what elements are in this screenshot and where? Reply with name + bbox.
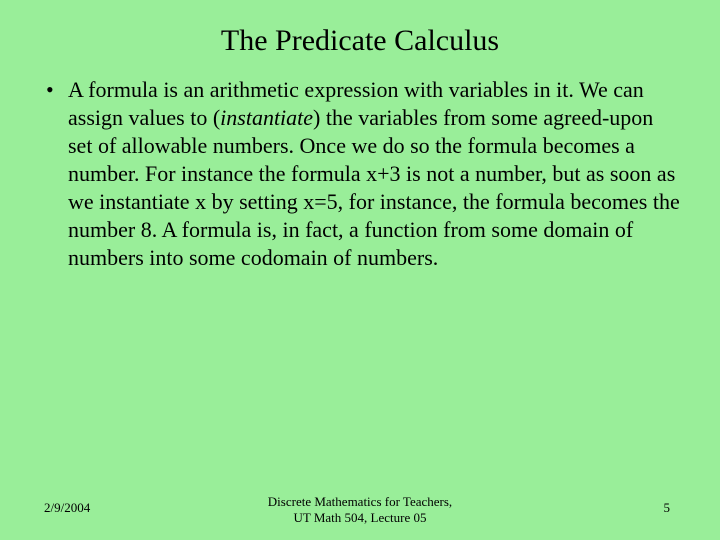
footer-page-number: 5 xyxy=(664,500,671,516)
bullet-text: A formula is an arithmetic expression wi… xyxy=(68,76,682,272)
text-segment-italic: instantiate xyxy=(220,105,313,130)
slide-body: • A formula is an arithmetic expression … xyxy=(0,76,720,272)
footer-center-line2: UT Math 504, Lecture 05 xyxy=(294,510,427,525)
bullet-marker: • xyxy=(44,76,68,104)
slide: The Predicate Calculus • A formula is an… xyxy=(0,0,720,540)
footer-center: Discrete Mathematics for Teachers, UT Ma… xyxy=(0,494,720,526)
footer-center-line1: Discrete Mathematics for Teachers, xyxy=(268,494,452,509)
bullet-item: • A formula is an arithmetic expression … xyxy=(44,76,682,272)
slide-title: The Predicate Calculus xyxy=(0,0,720,76)
